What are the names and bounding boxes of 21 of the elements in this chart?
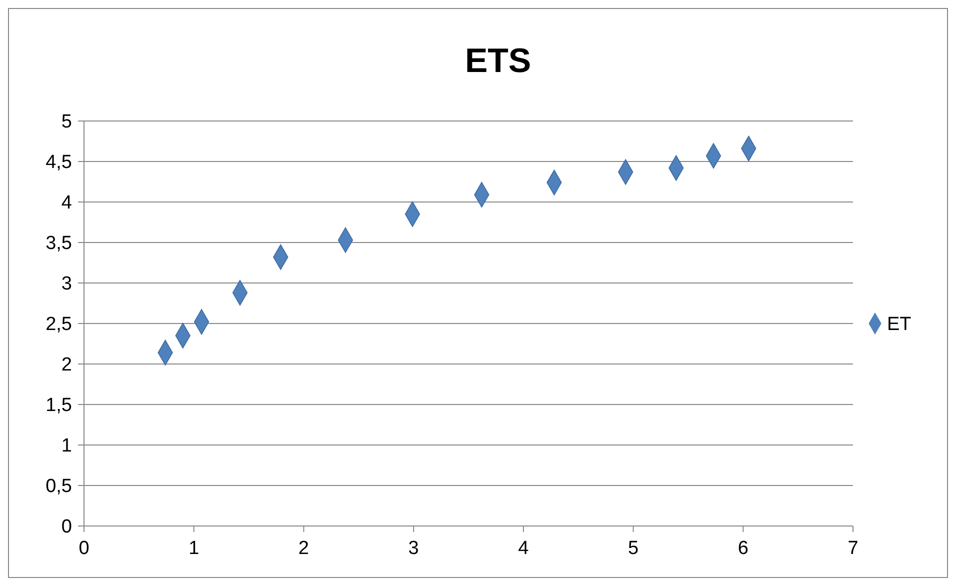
x-tick-label: 2 (298, 538, 310, 559)
y-tick-label: 4 (61, 192, 72, 214)
chart-title: ETS (464, 42, 532, 80)
x-tick-label: 7 (848, 538, 858, 559)
x-tick-label: 6 (738, 538, 748, 559)
legend-label: ET (887, 314, 912, 336)
y-tick-label: 3 (61, 274, 72, 295)
y-tick-label: 5 (61, 112, 72, 133)
y-tick-label: 0,5 (46, 476, 72, 498)
y-tick-label: 4,5 (46, 152, 72, 174)
y-tick-label: 3,5 (46, 233, 72, 254)
y-tick-label: 2 (61, 354, 72, 376)
x-tick-label: 5 (628, 538, 639, 559)
y-tick-label: 1 (61, 436, 72, 457)
x-tick-label: 4 (518, 538, 530, 559)
x-tick-label: 0 (78, 538, 90, 559)
x-tick-label: 1 (188, 538, 200, 559)
y-tick-label: 2,5 (46, 314, 72, 336)
x-tick-label: 3 (408, 538, 419, 559)
y-tick-label: 0 (61, 516, 72, 538)
y-tick-label: 1,5 (46, 395, 72, 416)
